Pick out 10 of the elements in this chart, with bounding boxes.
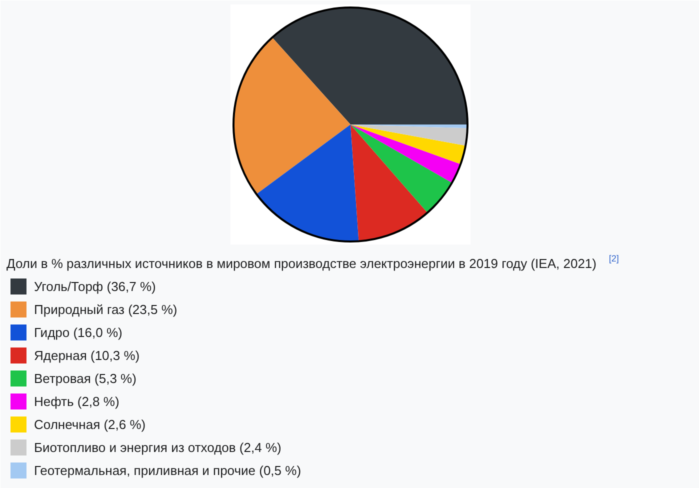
legend-label: Гидро (16,0 %) [34, 324, 122, 342]
legend-label: Ядерная (10,3 %) [34, 346, 140, 365]
legend-label: Природный газ (23,5 %) [34, 300, 178, 319]
legend-label: Уголь/Торф (36,7 %) [34, 278, 156, 296]
text: Доли в % различных источников в мировом производстве электроэнергии в 2019 году (IEA, 2021)[2] [6, 254, 619, 271]
legend-label: Биотопливо и энергия из отходов (2,4 %) [34, 438, 282, 457]
legend-label: Солнечная (2,6 %) [34, 416, 146, 434]
legend-label: Геотермальная, приливная и прочие (0,5 %) [34, 462, 302, 480]
legend-label: Нефть (2,8 %) [34, 392, 120, 411]
legend-label: Ветровая (5,3 %) [34, 370, 136, 388]
